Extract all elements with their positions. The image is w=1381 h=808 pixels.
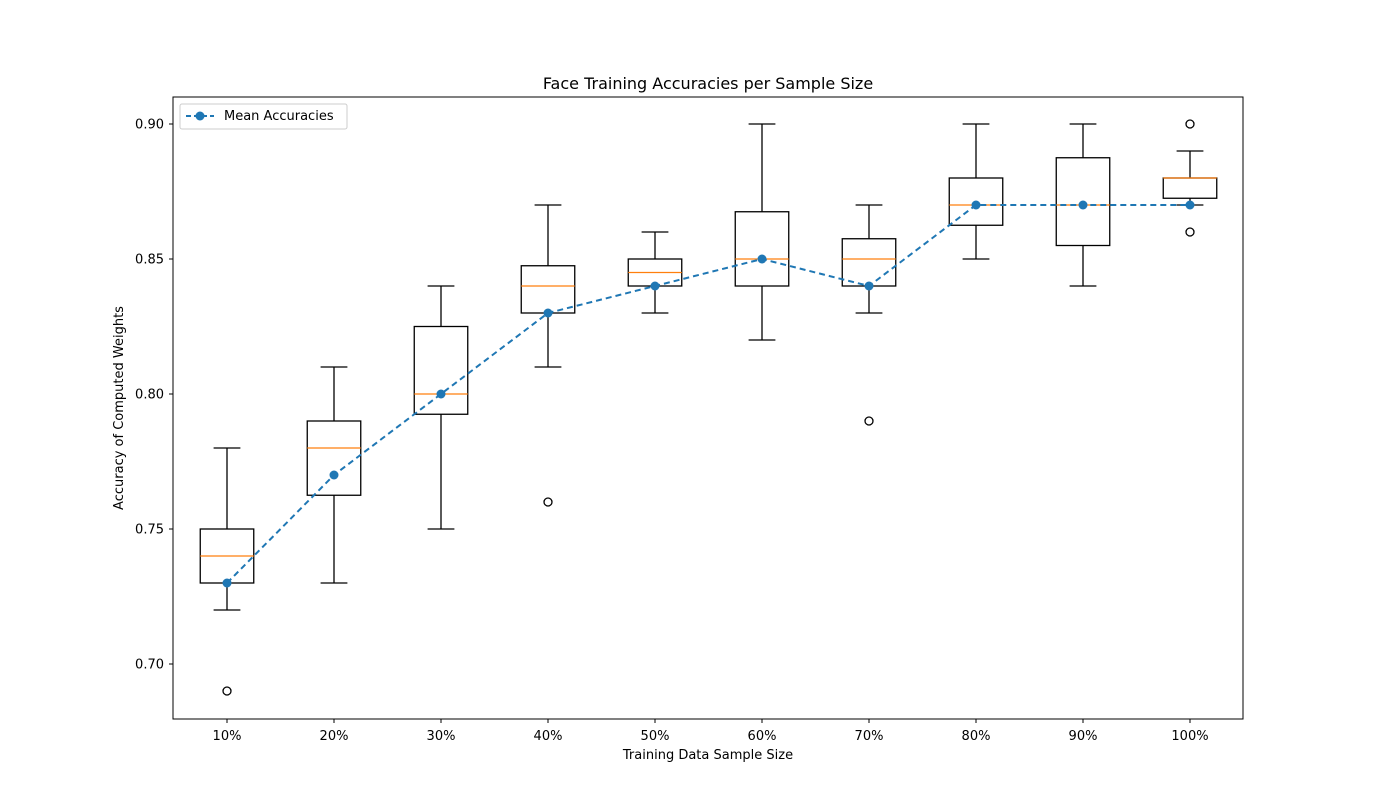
plot-area xyxy=(172,96,1244,720)
box-iqr xyxy=(734,211,790,287)
outlier-point xyxy=(1185,119,1195,129)
x-tick-label: 90% xyxy=(1069,729,1098,744)
mean-point xyxy=(864,281,874,291)
outlier-point xyxy=(222,686,232,696)
mean-accuracies-series xyxy=(222,200,1195,588)
mean-point xyxy=(329,470,339,480)
mean-point xyxy=(436,389,446,399)
x-tick-label: 40% xyxy=(534,729,563,744)
box-iqr xyxy=(948,177,1004,226)
x-tick-label: 10% xyxy=(213,729,242,744)
y-tick-label: 0.70 xyxy=(135,658,164,673)
legend-frame xyxy=(179,103,348,130)
x-axis-label: Training Data Sample Size xyxy=(622,748,793,763)
legend: Mean Accuracies xyxy=(179,103,348,130)
legend-marker-swatch xyxy=(195,111,205,121)
x-tick-label: 20% xyxy=(320,729,349,744)
box-iqr xyxy=(413,325,469,415)
x-axis-ticks: 10% 20% 30% 40% 50% 60% 70% 80% 90% 100% xyxy=(213,719,1209,744)
x-tick-label: 30% xyxy=(427,729,456,744)
x-tick-label: 100% xyxy=(1171,729,1208,744)
mean-point xyxy=(971,200,981,210)
chart-title: Face Training Accuracies per Sample Size xyxy=(543,74,873,93)
mean-point xyxy=(1185,200,1195,210)
mean-point xyxy=(222,578,232,588)
box-iqr xyxy=(1055,157,1111,247)
y-tick-label: 0.90 xyxy=(135,118,164,133)
mean-line xyxy=(226,204,1190,584)
y-tick-label: 0.85 xyxy=(135,253,164,268)
legend-label: Mean Accuracies xyxy=(224,109,334,124)
box-iqr xyxy=(306,420,362,496)
outlier-point xyxy=(543,497,553,507)
y-tick-label: 0.80 xyxy=(135,388,164,403)
y-axis-label: Accuracy of Computed Weights xyxy=(112,306,127,510)
outlier-point xyxy=(1185,227,1195,237)
x-tick-label: 50% xyxy=(641,729,670,744)
mean-point xyxy=(650,281,660,291)
mean-point xyxy=(1078,200,1088,210)
outlier-point xyxy=(864,416,874,426)
y-tick-label: 0.75 xyxy=(135,523,164,538)
mean-point xyxy=(757,254,767,264)
y-axis-ticks: 0.70 0.75 0.80 0.85 0.90 xyxy=(135,118,173,673)
mean-point xyxy=(543,308,553,318)
x-tick-label: 60% xyxy=(748,729,777,744)
x-tick-label: 70% xyxy=(855,729,884,744)
x-tick-label: 80% xyxy=(962,729,991,744)
box-20pct xyxy=(306,366,362,584)
